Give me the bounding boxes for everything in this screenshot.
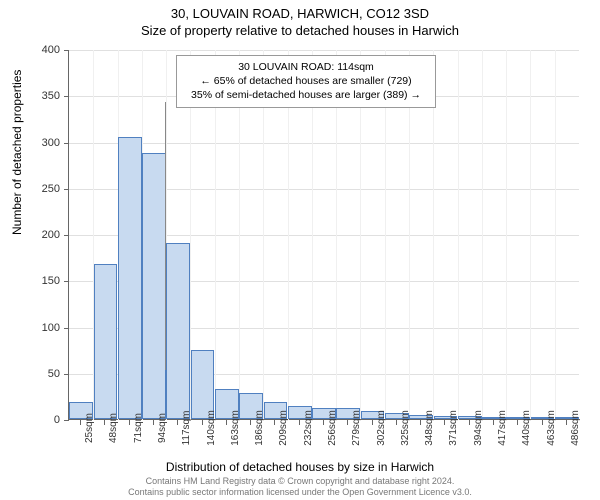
x-tick-label: 25sqm — [84, 413, 95, 443]
y-tick-mark — [64, 143, 69, 144]
y-tick-mark — [64, 96, 69, 97]
x-tick-mark — [469, 420, 470, 425]
x-tick-label: 325sqm — [400, 410, 411, 446]
x-tick-mark — [542, 420, 543, 425]
y-tick-label: 200 — [20, 229, 60, 241]
x-tick-mark — [517, 420, 518, 425]
x-tick-label: 417sqm — [497, 410, 508, 446]
y-tick-mark — [64, 189, 69, 190]
x-tick-label: 302sqm — [376, 410, 387, 446]
annotation-line: ← 65% of detached houses are smaller (72… — [185, 74, 427, 88]
y-tick-label: 300 — [20, 137, 60, 149]
x-tick-mark — [104, 420, 105, 425]
gridline-v — [530, 50, 531, 420]
gridline-v — [506, 50, 507, 420]
gridline-v — [458, 50, 459, 420]
y-tick-mark — [64, 374, 69, 375]
x-tick-label: 463sqm — [546, 410, 557, 446]
x-tick-label: 232sqm — [303, 410, 314, 446]
x-tick-mark — [372, 420, 373, 425]
annotation-line: 30 LOUVAIN ROAD: 114sqm — [185, 60, 427, 74]
x-tick-label: 256sqm — [327, 410, 338, 446]
x-tick-label: 394sqm — [473, 410, 484, 446]
x-tick-label: 486sqm — [570, 410, 581, 446]
gridline-v — [482, 50, 483, 420]
gridline-h — [69, 50, 579, 51]
histogram-bar — [118, 137, 142, 419]
histogram-bar — [94, 264, 118, 419]
chart-title-address: 30, LOUVAIN ROAD, HARWICH, CO12 3SD — [0, 0, 600, 21]
y-tick-mark — [64, 50, 69, 51]
histogram-bar — [191, 350, 215, 419]
x-tick-label: 348sqm — [424, 410, 435, 446]
x-tick-mark — [323, 420, 324, 425]
x-axis-label: Distribution of detached houses by size … — [0, 460, 600, 474]
x-tick-mark — [274, 420, 275, 425]
y-tick-mark — [64, 235, 69, 236]
x-tick-label: 209sqm — [278, 410, 289, 446]
x-tick-mark — [80, 420, 81, 425]
x-tick-mark — [202, 420, 203, 425]
plot-area: 30 LOUVAIN ROAD: 114sqm← 65% of detached… — [68, 50, 578, 420]
footer-attribution: Contains HM Land Registry data © Crown c… — [0, 476, 600, 498]
x-tick-label: 71sqm — [133, 413, 144, 443]
y-tick-mark — [64, 420, 69, 421]
x-tick-label: 163sqm — [230, 410, 241, 446]
footer-line1: Contains HM Land Registry data © Crown c… — [0, 476, 600, 487]
chart-container: 30, LOUVAIN ROAD, HARWICH, CO12 3SD Size… — [0, 0, 600, 500]
x-tick-mark — [177, 420, 178, 425]
chart-subtitle: Size of property relative to detached ho… — [0, 21, 600, 38]
annotation-box: 30 LOUVAIN ROAD: 114sqm← 65% of detached… — [176, 55, 436, 108]
x-tick-label: 440sqm — [521, 410, 532, 446]
gridline-h — [69, 143, 579, 144]
gridline-v — [555, 50, 556, 420]
histogram-bar — [142, 153, 166, 419]
x-tick-mark — [566, 420, 567, 425]
y-tick-label: 50 — [20, 368, 60, 380]
annotation-line: 35% of semi-detached houses are larger (… — [185, 88, 427, 102]
x-tick-label: 186sqm — [254, 410, 265, 446]
y-tick-label: 250 — [20, 183, 60, 195]
y-tick-label: 400 — [20, 44, 60, 56]
marker-line — [165, 102, 166, 370]
x-tick-mark — [250, 420, 251, 425]
x-tick-mark — [420, 420, 421, 425]
x-tick-label: 48sqm — [108, 413, 119, 443]
x-tick-label: 279sqm — [351, 410, 362, 446]
y-tick-label: 150 — [20, 275, 60, 287]
y-tick-mark — [64, 328, 69, 329]
x-tick-mark — [347, 420, 348, 425]
histogram-bar — [166, 243, 190, 419]
x-tick-label: 140sqm — [206, 410, 217, 446]
footer-line2: Contains public sector information licen… — [0, 487, 600, 498]
y-tick-label: 100 — [20, 322, 60, 334]
x-tick-label: 117sqm — [181, 411, 192, 446]
x-tick-label: 371sqm — [448, 410, 459, 446]
y-tick-label: 350 — [20, 90, 60, 102]
x-tick-mark — [493, 420, 494, 425]
y-tick-label: 0 — [20, 414, 60, 426]
x-tick-mark — [129, 420, 130, 425]
x-tick-mark — [444, 420, 445, 425]
x-tick-mark — [396, 420, 397, 425]
x-tick-mark — [299, 420, 300, 425]
x-tick-mark — [153, 420, 154, 425]
x-tick-label: 94sqm — [157, 413, 168, 443]
x-tick-mark — [226, 420, 227, 425]
y-tick-mark — [64, 281, 69, 282]
